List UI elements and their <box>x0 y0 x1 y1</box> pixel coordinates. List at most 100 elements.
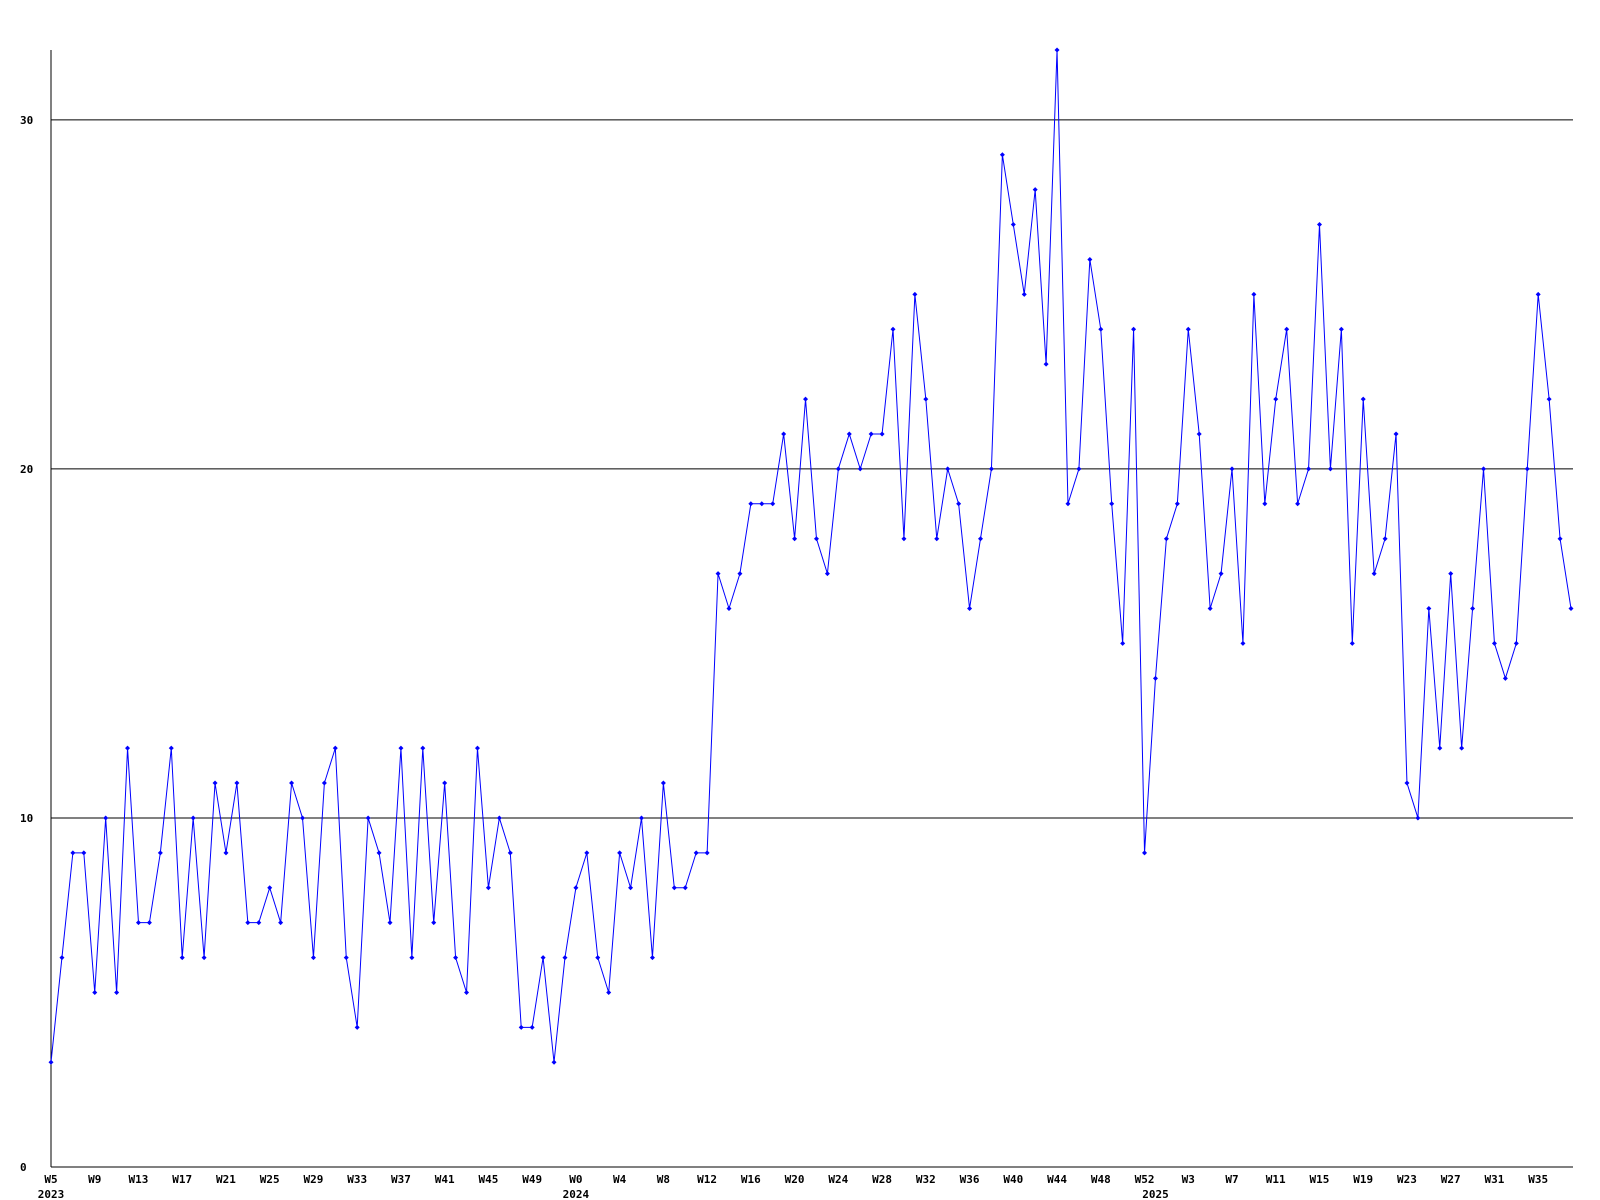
point <box>781 431 787 437</box>
point <box>912 291 918 297</box>
point <box>759 501 765 507</box>
point <box>179 955 185 961</box>
point <box>562 955 568 961</box>
point <box>1174 501 1180 507</box>
point <box>1043 361 1049 367</box>
x-tick-label: W52 <box>1135 1173 1155 1186</box>
x-tick-label: W21 <box>216 1173 236 1186</box>
point <box>1448 571 1454 577</box>
point <box>660 780 666 786</box>
point <box>135 920 141 926</box>
point <box>967 606 973 611</box>
point <box>1382 536 1388 542</box>
point <box>956 501 962 507</box>
point <box>1491 640 1497 646</box>
point <box>387 920 393 926</box>
x-tick-label: W19 <box>1353 1173 1373 1186</box>
y-tick-label: 30 <box>20 114 33 127</box>
point <box>551 1059 557 1065</box>
point <box>540 955 546 961</box>
point <box>1393 431 1399 437</box>
point <box>1032 187 1038 193</box>
point <box>1481 466 1487 472</box>
point <box>726 606 732 611</box>
point <box>409 955 415 961</box>
point <box>1349 640 1355 646</box>
point <box>595 955 601 961</box>
point <box>70 850 76 856</box>
point <box>453 955 459 961</box>
point <box>1404 780 1410 786</box>
x-tick-label: W16 <box>741 1173 761 1186</box>
y-tick-label: 0 <box>20 1161 27 1174</box>
series-line <box>50 49 1572 1063</box>
point <box>1316 222 1322 228</box>
point <box>190 815 196 821</box>
point <box>1131 326 1137 332</box>
x-tick-label: W36 <box>960 1173 980 1186</box>
x-tick-label: W45 <box>478 1173 498 1186</box>
x-tick-label: W49 <box>522 1173 542 1186</box>
point <box>901 536 907 542</box>
point <box>1142 850 1148 856</box>
point <box>420 745 426 751</box>
x-tick-label: W44 <box>1047 1173 1067 1186</box>
point <box>507 850 513 856</box>
x-tick-label: W23 <box>1397 1173 1417 1186</box>
point <box>988 466 994 472</box>
point <box>999 152 1005 158</box>
x-tick-label: W15 <box>1310 1173 1330 1186</box>
point <box>1513 640 1519 646</box>
x-tick-label: W13 <box>129 1173 149 1186</box>
x-tick-label: W41 <box>435 1173 455 1186</box>
point <box>59 955 65 961</box>
point <box>321 780 327 786</box>
point <box>310 955 316 961</box>
point <box>1152 675 1158 681</box>
point <box>1218 571 1224 577</box>
point <box>824 571 830 577</box>
x-tick-label: W4 <box>613 1173 627 1186</box>
point <box>628 885 634 891</box>
point <box>1229 466 1235 472</box>
point <box>256 920 262 926</box>
point <box>1546 396 1552 402</box>
point <box>201 955 207 961</box>
x-tick-label: W8 <box>657 1173 670 1186</box>
point <box>103 815 109 821</box>
point <box>1524 466 1530 472</box>
point <box>245 920 251 926</box>
x-tick-label: W20 <box>785 1173 805 1186</box>
point <box>1021 291 1027 297</box>
point <box>671 885 677 891</box>
point <box>923 396 929 402</box>
point <box>1295 501 1301 507</box>
point <box>606 989 612 995</box>
point <box>1306 466 1312 472</box>
point <box>617 850 623 856</box>
x-tick-label: W12 <box>697 1173 717 1186</box>
point <box>573 885 579 891</box>
point <box>857 466 863 472</box>
point <box>835 466 841 472</box>
point <box>223 850 229 856</box>
point <box>715 571 721 577</box>
point <box>792 536 798 542</box>
point <box>92 989 98 995</box>
point <box>1360 396 1366 402</box>
point <box>868 431 874 437</box>
point <box>1098 326 1104 332</box>
x-tick-label: W29 <box>304 1173 324 1186</box>
x-tick-label: W24 <box>828 1173 848 1186</box>
year-label: 2024 <box>563 1188 590 1200</box>
point <box>1371 571 1377 577</box>
y-tick-label: 10 <box>20 812 33 825</box>
x-tick-label: W31 <box>1485 1173 1505 1186</box>
point <box>212 780 218 786</box>
x-tick-label: W5 <box>44 1173 57 1186</box>
point <box>1459 745 1465 751</box>
year-label: 2023 <box>38 1188 65 1200</box>
point <box>639 815 645 821</box>
point <box>1196 431 1202 437</box>
point <box>1415 815 1421 821</box>
